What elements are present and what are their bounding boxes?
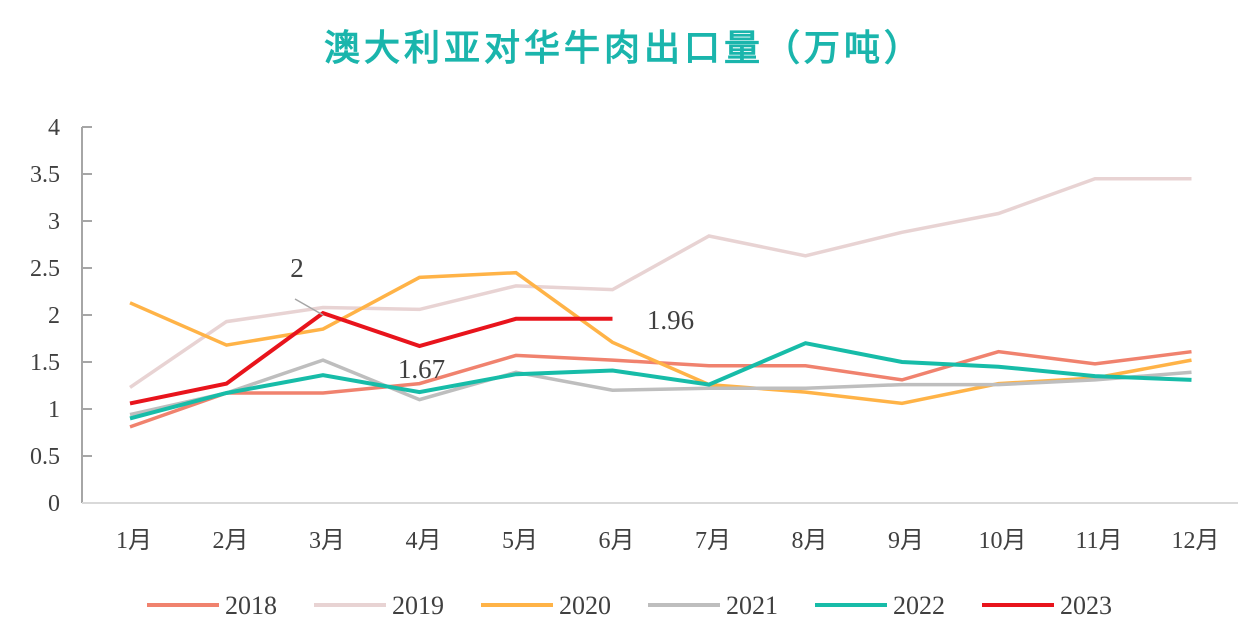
series-line-2021 [129,358,1192,417]
series-line-2022 [129,341,1192,421]
x-tick-label: 2月 [213,528,249,554]
y-tick-label: 1 [48,397,60,423]
y-tick-label: 0.5 [30,444,60,470]
data-label: 1.96 [647,305,694,335]
x-ticks: 1月 2月 3月 4月 5月 6月 7月 8月 9月 10月 11月 12月 [116,528,1220,554]
y-tick-label: 1.5 [30,350,60,376]
legend-label-2023: 2023 [1060,591,1112,620]
data-label: 2 [290,253,304,283]
series-layer [129,176,1192,429]
x-tick-label: 7月 [695,528,731,554]
x-tick-label: 5月 [502,528,538,554]
legend-label-2021: 2021 [726,591,778,620]
x-tick-label: 8月 [792,528,828,554]
y-ticks: 0 0.5 1 1.5 2 2.5 3 3.5 4 [30,115,92,517]
y-tick-label: 3 [48,209,60,235]
x-tick-label: 4月 [406,528,442,554]
x-tick-label: 6月 [599,528,635,554]
legend-label-2020: 2020 [559,591,611,620]
series-line-2019 [129,176,1192,389]
y-tick-label: 2.5 [30,256,60,282]
x-tick-label: 3月 [309,528,345,554]
axes: 00.511.522.533.54 1月 2月 3月 4月 5月 6月 7月 8月 9月 10月 1… [30,115,1238,554]
legend: 2018 2019 2020 2021 2022 2023 [147,591,1112,620]
legend-label-2018: 2018 [225,591,277,620]
x-tick-label: 1月 [116,528,152,554]
x-tick-label: 12月 [1172,528,1220,554]
y-tick-label: 3.5 [30,162,60,188]
annotation-leader-line [294,298,324,316]
annotation-layer: 2 1.67 1.96 [290,253,694,384]
y-tick-label: 4 [48,115,60,141]
y-tick-label: 2 [48,303,60,329]
x-tick-label: 11月 [1075,528,1122,554]
chart-title: 澳大利亚对华牛肉出口量（万吨） [324,27,924,69]
data-label: 1.67 [398,354,445,384]
legend-label-2019: 2019 [392,591,444,620]
series-line-2023 [129,310,613,406]
x-tick-label: 9月 [888,528,924,554]
x-tick-label: 10月 [979,528,1027,554]
y-tick-label: 0 [48,491,60,517]
legend-label-2022: 2022 [893,591,945,620]
